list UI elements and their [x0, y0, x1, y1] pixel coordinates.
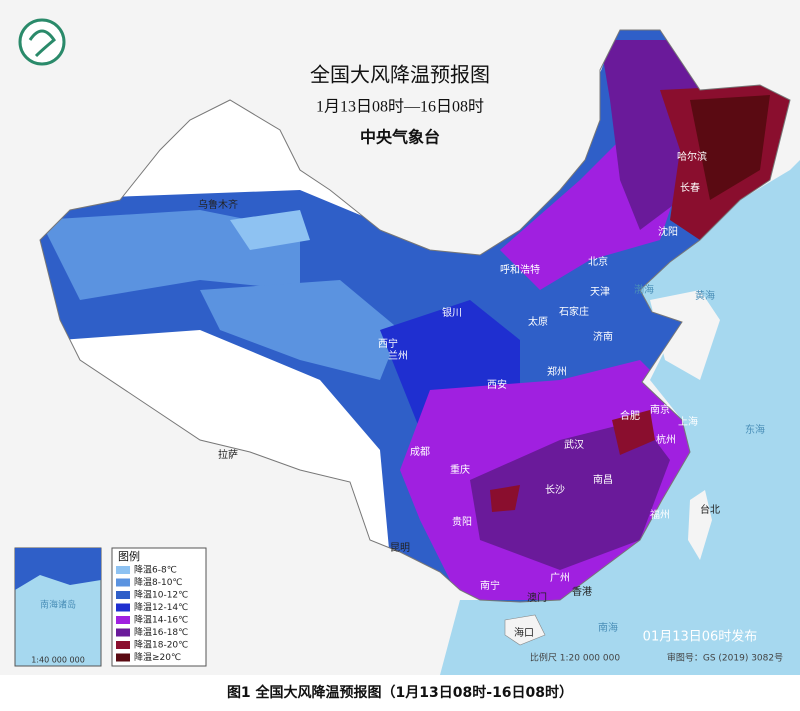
inset-title: 南海诸岛 — [40, 599, 76, 611]
zone-8-10 — [40, 210, 300, 300]
city-label: 合肥 — [620, 409, 640, 422]
city-label: 乌鲁木齐 — [198, 198, 238, 211]
korea-land — [650, 290, 720, 380]
china-border — [39, 29, 791, 603]
legend-label: 降温18-20℃ — [134, 639, 188, 651]
city-label: 银川 — [442, 306, 462, 319]
legend-swatch — [116, 616, 130, 624]
legend-label: 降温12-14℃ — [134, 601, 188, 613]
legend-label: 降温16-18℃ — [134, 626, 188, 638]
hainan-land — [504, 614, 546, 646]
sea-area — [440, 160, 800, 675]
figure-caption: 图1 全国大风降温预报图（1月13日08时-16日08时） — [227, 684, 573, 701]
city-label: 哈尔滨 — [677, 150, 707, 163]
sea-label: 渤海 — [634, 283, 654, 296]
city-label: 澳门 — [527, 591, 547, 604]
city-label: 重庆 — [450, 463, 470, 476]
caption-band — [0, 675, 800, 711]
legend-swatch — [116, 603, 130, 612]
city-label: 武汉 — [564, 438, 584, 451]
city-label: 兰州 — [388, 349, 408, 362]
sea-label: 黄海 — [695, 289, 715, 302]
city-labels: 乌鲁木齐 拉萨 成都 重庆 贵阳 昆明 南宁 广州 澳门 香港 海口 台北 福州… — [198, 150, 720, 639]
zone-ge-20 — [690, 95, 770, 200]
map-subtitle: 1月13日08时—16日08时 — [316, 98, 484, 116]
legend-label: 降温8-10℃ — [134, 576, 183, 588]
city-label: 石家庄 — [559, 305, 589, 318]
legend-swatch — [116, 591, 130, 599]
legend-swatch — [116, 578, 130, 587]
legend-swatch — [116, 628, 130, 637]
logo — [18, 18, 66, 66]
inset-land — [15, 548, 101, 590]
city-label: 沈阳 — [658, 225, 678, 238]
zone-16-18 — [470, 420, 670, 570]
city-label: 呼和浩特 — [500, 264, 540, 276]
city-label: 台北 — [700, 503, 720, 516]
city-label: 昆明 — [390, 542, 410, 554]
city-label: 成都 — [410, 446, 430, 458]
zone-6-8 — [230, 210, 310, 250]
inset-scale: 1:40 000 000 — [31, 656, 85, 665]
city-label: 天津 — [590, 286, 610, 298]
city-label: 长沙 — [545, 484, 565, 496]
inset-map: 南海诸岛 1:40 000 000 — [14, 547, 102, 667]
city-label: 贵阳 — [452, 515, 472, 528]
city-label: 西宁 — [378, 337, 398, 350]
city-label: 郑州 — [547, 365, 567, 378]
legend: 图例 降温6-8℃降温8-10℃降温10-12℃降温12-14℃降温14-16℃… — [111, 547, 207, 667]
zone-18-20 — [612, 410, 655, 455]
release-time: 01月13日06时发布 — [643, 629, 758, 645]
legend-label: 降温10-12℃ — [134, 589, 188, 601]
approval-number: 审图号：GS (2019) 3082号 — [667, 652, 783, 664]
city-label: 南宁 — [480, 579, 500, 592]
legend-label: 降温6-8℃ — [134, 564, 177, 576]
sea-label: 南海 — [598, 621, 618, 634]
city-label: 济南 — [593, 330, 613, 343]
legend-swatch — [116, 566, 130, 574]
city-label: 上海 — [678, 415, 698, 428]
map-title: 全国大风降温预报图 — [310, 63, 490, 87]
city-label: 福州 — [650, 508, 670, 521]
city-label: 南昌 — [593, 473, 613, 486]
taiwan-land — [688, 490, 712, 560]
city-label: 杭州 — [656, 433, 676, 446]
legend-label: 降温≥20℃ — [134, 651, 181, 663]
city-label: 南京 — [650, 403, 670, 416]
zone-18-20 — [490, 485, 520, 512]
legend-swatch — [116, 653, 130, 662]
city-label: 长春 — [680, 182, 700, 194]
city-label: 海口 — [514, 626, 534, 639]
zone-16-18 — [600, 40, 720, 230]
legend-swatch — [116, 641, 130, 649]
sea-label: 东海 — [745, 423, 765, 436]
zone-8-10 — [200, 280, 400, 380]
city-label: 西安 — [487, 378, 507, 391]
issuer: 中央气象台 — [360, 128, 440, 147]
city-label: 广州 — [550, 572, 570, 584]
city-label: 太原 — [528, 315, 548, 328]
map-scale: 比例尺 1:20 000 000 — [530, 652, 620, 664]
city-label: 北京 — [588, 255, 608, 268]
legend-title: 图例 — [118, 549, 140, 563]
legend-label: 降温14-16℃ — [134, 614, 188, 626]
city-label: 香港 — [572, 586, 592, 598]
city-label: 拉萨 — [218, 448, 238, 461]
